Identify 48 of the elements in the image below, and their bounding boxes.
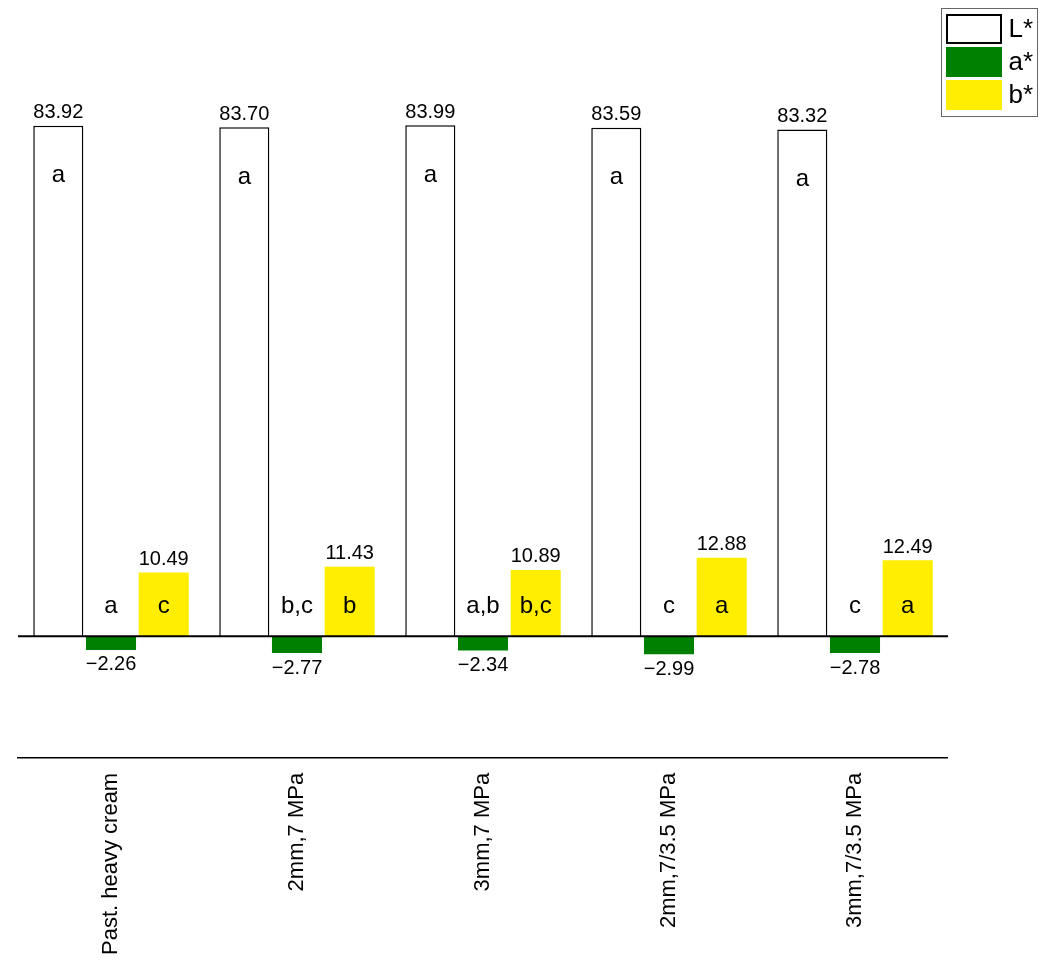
annotation: c (849, 590, 861, 618)
annotation: c (663, 590, 675, 618)
data-label: 12.88 (696, 532, 747, 555)
annotation: a (901, 590, 916, 618)
data-label: −2.78 (829, 655, 881, 678)
data-label: −2.99 (643, 656, 695, 679)
x-tick-label: Past. heavy cream (97, 772, 123, 955)
annotation: a (423, 159, 438, 187)
bar (457, 636, 509, 651)
data-label: 12.49 (882, 534, 933, 557)
bar (138, 572, 189, 637)
legend-label: a* (1008, 46, 1033, 77)
x-tick-label: 3mm,7 MPa (469, 772, 495, 892)
data-label: 10.49 (138, 546, 189, 569)
data-label: 83.99 (405, 99, 456, 122)
x-tick-label: 2mm,7/3.5 MPa (655, 772, 681, 929)
data-label: 83.92 (33, 100, 84, 123)
annotation: b,c (280, 590, 314, 618)
bar (829, 636, 881, 654)
annotation: a (51, 160, 66, 188)
bar (510, 569, 561, 637)
data-label: −2.26 (85, 652, 137, 675)
annotation: a,b (466, 590, 500, 618)
data-label: 83.70 (219, 101, 270, 124)
data-label: −2.34 (457, 652, 509, 675)
bar (882, 560, 933, 637)
bar (85, 636, 137, 650)
annotation: a (104, 590, 119, 618)
annotation: b (343, 590, 357, 618)
data-label: −2.77 (271, 655, 323, 678)
x-tick-label: 2mm,7 MPa (283, 772, 309, 892)
data-label: 83.59 (591, 102, 642, 125)
annotation: b,c (519, 590, 552, 618)
bar (696, 557, 747, 637)
x-tick-label: 3mm,7/3.5 MPa (841, 772, 867, 929)
annotation: a (237, 161, 252, 189)
annotation: a (795, 164, 810, 192)
data-label: 11.43 (325, 541, 374, 564)
bar (271, 636, 323, 654)
legend-label: b* (1008, 79, 1033, 110)
bar (324, 566, 375, 637)
annotation: a (715, 590, 730, 618)
data-label: 83.32 (777, 103, 828, 126)
annotation: a (609, 162, 624, 190)
data-label: 10.89 (510, 544, 561, 567)
legend-label: L* (1008, 13, 1033, 44)
bar (643, 636, 695, 655)
annotation: c (157, 590, 170, 618)
